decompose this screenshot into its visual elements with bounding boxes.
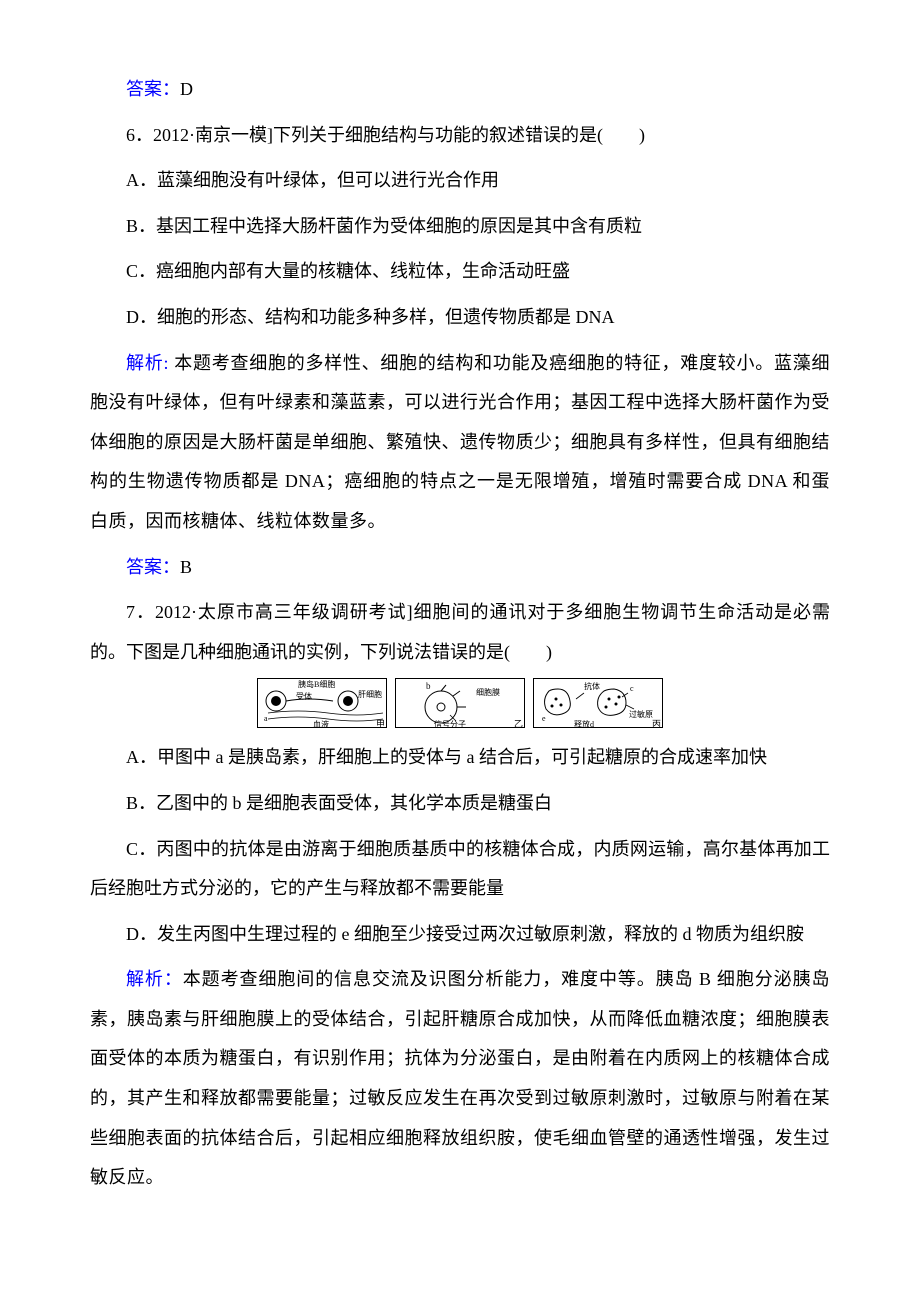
figure-yi: b 细胞膜 信号分子 乙 xyxy=(395,678,525,728)
q7-option-b: B．乙图中的 b 是细胞表面受体，其化学本质是糖蛋白 xyxy=(90,784,830,824)
fig3-c-label: c xyxy=(630,684,634,693)
q5-answer-value: D xyxy=(180,79,193,99)
q6-analysis-label: 解析: xyxy=(126,353,169,373)
fig3-e-label: e xyxy=(542,714,546,723)
q6-analysis-text: 本题考查细胞的多样性、细胞的结构和功能及癌细胞的特征，难度较小。蓝藻细胞没有叶绿… xyxy=(90,353,830,531)
q6-answer: 答案：B xyxy=(90,548,830,588)
fig1-a-label: a xyxy=(264,714,268,723)
q6-option-c: C．癌细胞内部有大量的核糖体、线粒体，生命活动旺盛 xyxy=(90,252,830,292)
figure-jia: 胰岛B细胞 a 受体 肝细胞 血液 甲 xyxy=(257,678,387,728)
q6-answer-value: B xyxy=(180,557,192,577)
q6-analysis: 解析: 本题考查细胞的多样性、细胞的结构和功能及癌细胞的特征，难度较小。蓝藻细胞… xyxy=(90,344,830,542)
q6-option-d: D．细胞的形态、结构和功能多种多样，但遗传物质都是 DNA xyxy=(90,298,830,338)
q7-analysis-text: 本题考查细胞间的信息交流及识图分析能力，难度中等。胰岛 B 细胞分泌胰岛素，胰岛… xyxy=(90,969,830,1187)
q5-answer: 答案：D xyxy=(90,70,830,110)
figure-bing: e 抗体 c 释放d 过敏原 丙 xyxy=(533,678,663,728)
fig1-top-label: 胰岛B细胞 xyxy=(298,679,335,689)
q7-analysis: 解析：本题考查细胞间的信息交流及识图分析能力，难度中等。胰岛 B 细胞分泌胰岛素… xyxy=(90,960,830,1198)
q5-answer-label: 答案： xyxy=(126,79,180,99)
fig1-recv-label: 受体 xyxy=(296,691,312,701)
q7-option-a: A．甲图中 a 是胰岛素，肝细胞上的受体与 a 结合后，可引起糖原的合成速率加快 xyxy=(90,738,830,778)
q7-option-d: D．发生丙图中生理过程的 e 细胞至少接受过两次过敏原刺激，释放的 d 物质为组… xyxy=(90,915,830,955)
fig1-tag: 甲 xyxy=(376,719,385,728)
q6-option-a: A．蓝藻细胞没有叶绿体，但可以进行光合作用 xyxy=(90,161,830,201)
fig2-signal-label: 信号分子 xyxy=(434,719,466,728)
fig3-ag-label: 过敏原 xyxy=(629,709,653,719)
q6-stem: 6．2012·南京一模]下列关于细胞结构与功能的叙述错误的是( ) xyxy=(90,116,830,156)
fig1-right-label: 肝细胞 xyxy=(358,689,382,699)
fig3-tag: 丙 xyxy=(652,719,661,728)
fig2-b-label: b xyxy=(426,681,431,691)
fig2-tag: 乙 xyxy=(514,719,523,728)
q6-answer-label: 答案： xyxy=(126,557,180,577)
q6-option-b: B．基因工程中选择大肠杆菌作为受体细胞的原因是其中含有质粒 xyxy=(90,207,830,247)
q7-option-c: C．丙图中的抗体是由游离于细胞质基质中的核糖体合成，内质网运输，高尔基体再加工后… xyxy=(90,830,830,909)
fig3-rel-label: 释放d xyxy=(574,719,594,728)
fig1-blood-label: 血液 xyxy=(313,719,329,728)
fig3-ab-label: 抗体 xyxy=(584,681,600,691)
q7-analysis-label: 解析： xyxy=(126,969,183,989)
q7-figures: 胰岛B细胞 a 受体 肝细胞 血液 甲 b 细胞膜 信号分子 乙 xyxy=(90,678,830,728)
q7-stem: 7．2012·太原市高三年级调研考试]细胞间的通讯对于多细胞生物调节生命活动是必… xyxy=(90,593,830,672)
fig2-mem-label: 细胞膜 xyxy=(476,687,500,697)
